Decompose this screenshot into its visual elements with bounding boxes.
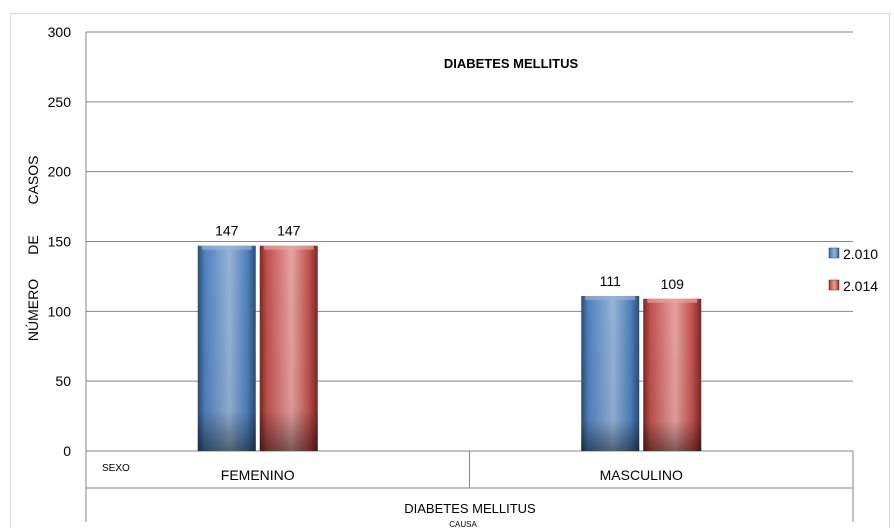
chart-title: DIABETES MELLITUS [444, 56, 579, 71]
group-label: DIABETES MELLITUS [404, 501, 536, 516]
legend-swatch [828, 279, 840, 291]
legend-swatch [828, 247, 840, 259]
bar-shade [259, 245, 318, 451]
bar-shade [581, 295, 640, 451]
y-axis-label: NÚMERO DE CASOS [25, 155, 41, 341]
x-tick-label: FEMENINO [221, 467, 295, 483]
y-tick-label: 250 [48, 94, 72, 110]
bar-top-bevel [263, 245, 314, 250]
data-label: 147 [277, 223, 301, 239]
y-tick-label: 100 [48, 303, 72, 319]
y-tick-label: 0 [63, 443, 71, 459]
y-axis-label-part-2: DE [25, 235, 41, 254]
y-tick-label: 50 [55, 373, 71, 389]
legend-label: 2.014 [843, 278, 878, 294]
y-axis: 0 50 100 150 200 250 300 [48, 24, 87, 459]
bar-shade [197, 245, 256, 451]
y-axis-label-part-3: CASOS [25, 155, 41, 204]
data-label: 147 [215, 223, 239, 239]
x-tick-label: MASCULINO [600, 467, 683, 483]
y-tick-label: 200 [48, 164, 72, 180]
legend: 2.010 2.014 [828, 246, 878, 294]
x-axis-label: CAUSA [449, 520, 477, 529]
y-tick-label: 300 [48, 24, 72, 40]
bar-shade [643, 298, 702, 451]
data-label: 109 [661, 276, 685, 292]
row-header-label: SEXO [102, 463, 130, 474]
bars [197, 245, 702, 451]
legend-label: 2.010 [843, 246, 878, 262]
y-tick-label: 150 [48, 234, 72, 250]
x-axis: FEMENINO MASCULINO [85, 451, 854, 522]
bar-top-bevel [585, 295, 636, 300]
bar-top-bevel [647, 298, 698, 303]
data-label: 111 [600, 273, 621, 289]
y-axis-label-part-1: NÚMERO [25, 279, 41, 341]
bar-value-labels: 147 147 111 109 [215, 223, 684, 292]
bar-top-bevel [201, 245, 252, 250]
